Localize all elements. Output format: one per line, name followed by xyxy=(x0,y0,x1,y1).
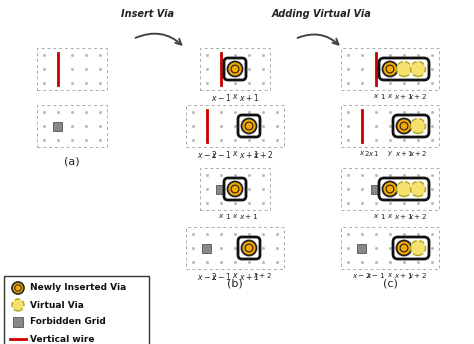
Text: $y$: $y$ xyxy=(387,149,393,158)
Text: $x+2$: $x+2$ xyxy=(409,212,428,221)
Circle shape xyxy=(245,122,253,130)
Circle shape xyxy=(231,65,239,73)
Text: $2x$: $2x$ xyxy=(364,149,374,158)
Text: $x-2$: $x-2$ xyxy=(197,149,217,160)
Text: $1$: $1$ xyxy=(373,149,379,158)
Text: $x+1$: $x+1$ xyxy=(395,149,413,158)
Bar xyxy=(341,227,439,269)
Text: Insert Via: Insert Via xyxy=(121,9,174,19)
Bar xyxy=(202,244,211,252)
Text: $x-2$: $x-2$ xyxy=(352,271,372,280)
Circle shape xyxy=(231,185,239,193)
Bar xyxy=(186,105,284,147)
Text: $x$: $x$ xyxy=(232,271,238,280)
Bar xyxy=(54,121,63,130)
Bar xyxy=(372,184,381,193)
Circle shape xyxy=(410,62,426,76)
Circle shape xyxy=(15,285,21,291)
FancyBboxPatch shape xyxy=(238,115,260,137)
Bar xyxy=(341,168,439,210)
Circle shape xyxy=(410,118,426,133)
Text: $x+1$: $x+1$ xyxy=(239,212,259,221)
Text: $x-1$: $x-1$ xyxy=(211,271,231,282)
Text: $1$: $1$ xyxy=(225,212,231,221)
FancyBboxPatch shape xyxy=(393,237,429,259)
Bar xyxy=(37,48,107,90)
Text: Forbidden Grid: Forbidden Grid xyxy=(30,318,106,326)
Text: $x$: $x$ xyxy=(232,212,238,220)
Circle shape xyxy=(396,62,411,76)
Bar xyxy=(200,168,270,210)
Text: Vertical wire: Vertical wire xyxy=(30,334,94,344)
Text: $x$: $x$ xyxy=(387,92,393,100)
Circle shape xyxy=(241,118,256,133)
Circle shape xyxy=(383,62,398,76)
Bar xyxy=(217,184,226,193)
Bar xyxy=(357,244,366,252)
Text: $x-1$: $x-1$ xyxy=(366,271,386,280)
Text: $x$: $x$ xyxy=(232,92,238,101)
Text: $x+2$: $x+2$ xyxy=(409,149,427,158)
Circle shape xyxy=(245,244,253,252)
Text: $x-1$: $x-1$ xyxy=(211,92,231,103)
Text: $x$: $x$ xyxy=(387,271,393,279)
Circle shape xyxy=(400,122,408,130)
Text: $x$: $x$ xyxy=(359,149,365,157)
Circle shape xyxy=(396,240,411,256)
Bar xyxy=(200,48,270,90)
Circle shape xyxy=(228,182,243,196)
Bar xyxy=(341,48,439,90)
Circle shape xyxy=(396,118,411,133)
Text: $x-1$: $x-1$ xyxy=(211,149,231,160)
Text: $x+1$: $x+1$ xyxy=(394,271,414,280)
Circle shape xyxy=(386,185,394,193)
Bar xyxy=(341,105,439,147)
Text: $x+1$: $x+1$ xyxy=(239,92,259,103)
Text: Virtual Via: Virtual Via xyxy=(30,301,84,310)
Text: $x-2$: $x-2$ xyxy=(197,271,217,282)
Bar xyxy=(186,227,284,269)
Circle shape xyxy=(400,244,408,252)
Bar xyxy=(13,317,23,327)
FancyBboxPatch shape xyxy=(224,58,246,80)
Circle shape xyxy=(12,282,24,294)
Circle shape xyxy=(12,299,24,311)
Text: $x$: $x$ xyxy=(387,212,393,220)
Text: $x+2$: $x+2$ xyxy=(254,271,273,280)
Text: $1$: $1$ xyxy=(380,212,386,221)
Text: $x$: $x$ xyxy=(373,92,379,100)
Circle shape xyxy=(386,65,394,73)
Text: $x+2$: $x+2$ xyxy=(409,92,428,101)
Text: $1$: $1$ xyxy=(380,92,386,101)
Bar xyxy=(4,276,149,344)
Text: $x+1$: $x+1$ xyxy=(239,149,259,160)
Text: $x+1$: $x+1$ xyxy=(394,212,414,221)
Circle shape xyxy=(383,182,398,196)
Text: $x$: $x$ xyxy=(218,212,224,220)
FancyBboxPatch shape xyxy=(379,178,429,200)
Text: (b): (b) xyxy=(227,279,243,289)
Text: $x$: $x$ xyxy=(373,212,379,220)
Circle shape xyxy=(228,62,243,76)
Text: Newly Inserted Via: Newly Inserted Via xyxy=(30,283,126,292)
Text: $x$: $x$ xyxy=(232,149,238,158)
Circle shape xyxy=(410,240,426,256)
Text: (a): (a) xyxy=(64,157,80,167)
Text: $x+1$: $x+1$ xyxy=(239,271,259,282)
Text: $x+1$: $x+1$ xyxy=(394,92,414,101)
FancyBboxPatch shape xyxy=(238,237,260,259)
Bar xyxy=(37,105,107,147)
Circle shape xyxy=(396,182,411,196)
Text: Adding Virtual Via: Adding Virtual Via xyxy=(272,9,372,19)
Circle shape xyxy=(241,240,256,256)
FancyBboxPatch shape xyxy=(393,115,429,137)
Text: $x+2$: $x+2$ xyxy=(253,149,273,160)
Circle shape xyxy=(410,182,426,196)
Text: $y+2$: $y+2$ xyxy=(409,271,428,281)
FancyBboxPatch shape xyxy=(224,178,246,200)
FancyBboxPatch shape xyxy=(379,58,429,80)
Text: (c): (c) xyxy=(383,279,397,289)
